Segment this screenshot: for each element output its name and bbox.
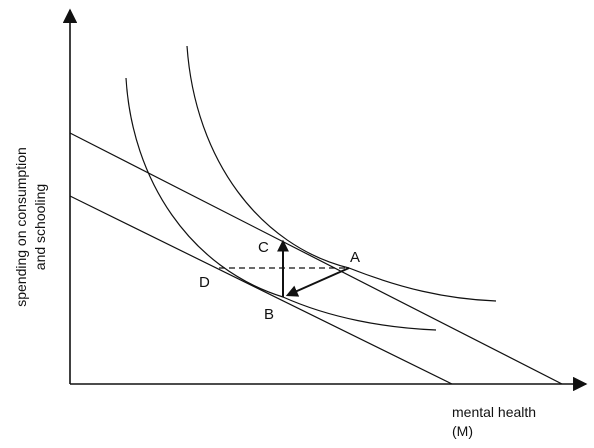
indifference-curve-outer (186, 45, 497, 302)
x-axis-label-line1: mental health (452, 404, 536, 420)
y-axis-label-line1: spending on consumption (13, 147, 29, 307)
point-label-b: B (264, 306, 274, 323)
arrow-a-to-b (285, 267, 350, 297)
point-label-a: A (350, 249, 360, 266)
y-axis-label-line2: and schooling (32, 184, 48, 270)
indifference-curve-inner (125, 77, 437, 331)
budget-line-lower (69, 195, 453, 385)
point-label-d: D (199, 274, 210, 291)
point-label-c: C (258, 239, 269, 256)
x-axis-label-line2: (M) (452, 423, 473, 439)
budget-line-upper (69, 132, 563, 385)
